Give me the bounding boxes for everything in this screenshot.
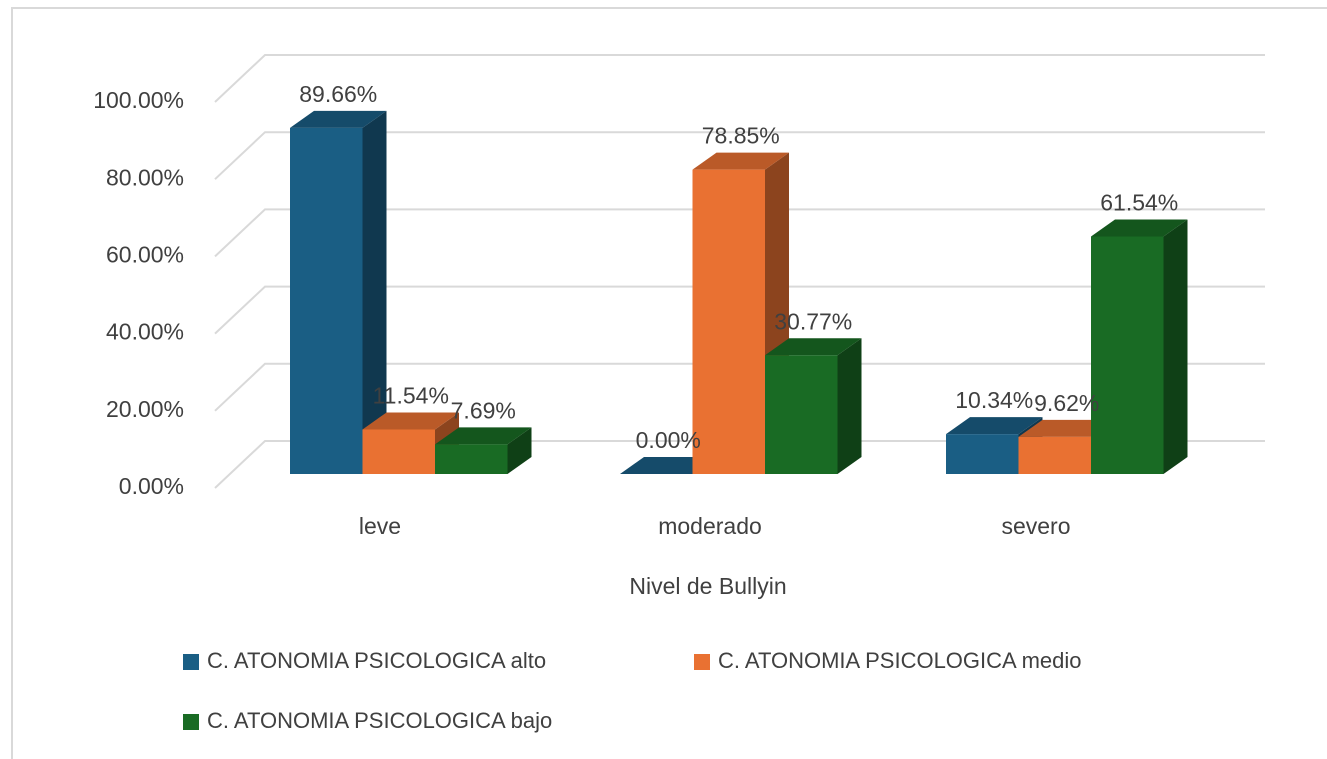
bar-face xyxy=(1163,219,1188,474)
data-label: 7.69% xyxy=(451,397,516,423)
bar-face xyxy=(435,444,508,474)
x-axis-title: Nivel de Bullyin xyxy=(629,573,786,599)
y-tick-label: 0.00% xyxy=(119,473,184,499)
grid-line xyxy=(214,440,1265,489)
legend-swatch xyxy=(183,654,199,670)
grid-line xyxy=(214,131,1265,180)
grid-line xyxy=(214,285,1265,335)
bar-face xyxy=(362,429,435,474)
x-tick-label: severo xyxy=(1001,513,1070,539)
data-label: 30.77% xyxy=(774,308,852,334)
y-tick-label: 20.00% xyxy=(106,396,184,422)
bar-face xyxy=(946,434,1019,474)
y-tick-label: 60.00% xyxy=(106,241,184,267)
bar-face xyxy=(946,417,1043,435)
y-tick-label: 40.00% xyxy=(106,319,184,345)
bar-face xyxy=(435,427,532,445)
bar-face xyxy=(837,338,862,474)
bar-face xyxy=(1091,236,1164,474)
data-label: 61.54% xyxy=(1100,190,1178,216)
bar-face xyxy=(692,152,789,170)
bar-face xyxy=(290,127,363,474)
legend-swatch xyxy=(694,654,710,670)
x-tick-label: moderado xyxy=(658,513,762,539)
bar xyxy=(1091,219,1188,474)
bar xyxy=(765,338,862,474)
bar xyxy=(290,110,387,474)
bar xyxy=(620,457,717,474)
x-tick-label: leve xyxy=(359,513,401,539)
bar-face xyxy=(290,110,387,128)
bar-face xyxy=(362,110,387,474)
bar-face xyxy=(765,355,838,474)
bar-face xyxy=(362,412,459,430)
bar-face xyxy=(620,457,717,474)
data-label: 10.34% xyxy=(955,387,1033,413)
data-label: 89.66% xyxy=(299,81,377,107)
bar-face xyxy=(1091,219,1188,237)
bar-face xyxy=(765,338,862,356)
chart-border xyxy=(11,7,1327,759)
data-label: 9.62% xyxy=(1034,390,1099,416)
y-tick-label: 80.00% xyxy=(106,164,184,190)
legend-label: C. ATONOMIA PSICOLOGICA bajo xyxy=(207,708,552,733)
data-label: 78.85% xyxy=(702,123,780,149)
bar-face xyxy=(692,169,765,474)
data-label: 11.54% xyxy=(373,383,449,409)
bar xyxy=(435,427,532,474)
legend-swatch xyxy=(183,714,199,730)
legend-label: C. ATONOMIA PSICOLOGICA alto xyxy=(207,648,546,673)
grid-line xyxy=(214,208,1265,258)
data-label: 0.00% xyxy=(636,427,701,453)
bar-face xyxy=(1018,436,1091,474)
bar-face xyxy=(507,427,532,474)
grid-line xyxy=(214,54,1265,103)
y-tick-label: 100.00% xyxy=(93,87,184,113)
bar-face xyxy=(1018,419,1115,437)
grid-line xyxy=(214,362,1265,412)
legend-label: C. ATONOMIA PSICOLOGICA medio xyxy=(718,648,1082,673)
